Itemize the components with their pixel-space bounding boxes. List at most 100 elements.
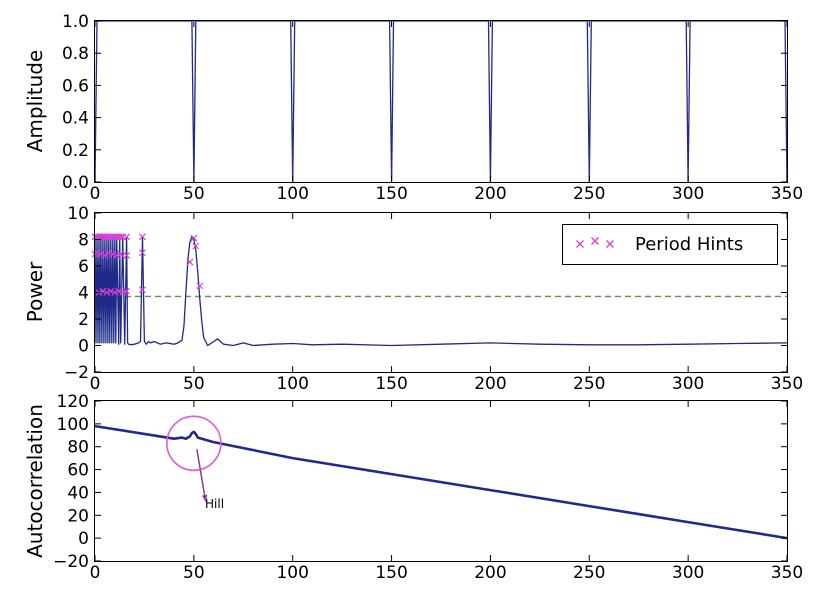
autocorrelation-x-ticks: 0 50 100 150 200 250 300 350 [90,401,803,583]
x-tick-label: 200 [474,563,506,583]
x-tick-label: 0 [90,374,101,394]
x-tick-label: 100 [276,184,308,204]
period-hint-marker [123,287,131,295]
y-tick-label: 120 [57,392,89,412]
x-tick-label: 150 [375,374,407,394]
y-tick-label: 8 [78,231,89,251]
y-tick-label: 1.0 [62,12,89,32]
hill-annotation: Hill [166,415,224,511]
period-hint-marker [109,250,117,258]
period-hint-marker [139,249,146,257]
y-tick-label: 0 [78,529,89,549]
y-tick-label: −20 [53,552,89,572]
y-tick-label: 100 [57,415,89,435]
period-hint-marker [196,282,204,290]
power-frame [94,212,788,373]
period-hint-marker [190,234,198,242]
legend-marker-x [576,240,584,248]
x-tick-label: 350 [771,563,803,583]
autocorrelation-frame [94,400,788,562]
period-hint-marker [117,250,125,258]
y-tick-label: 80 [67,438,89,458]
x-tick-label: 50 [183,563,205,583]
x-tick-label: 150 [375,563,407,583]
power-y-ticks: −2 0 2 4 6 8 10 [64,204,787,383]
y-tick-label: 0.4 [62,109,89,129]
legend-marker-x [591,237,599,245]
power-x-ticks: 0 50 100 150 200 250 300 350 [90,213,803,394]
y-tick-label: 60 [67,461,89,481]
period-hint-marker [107,287,115,295]
y-tick-label: 0.6 [62,76,89,96]
x-tick-label: 250 [573,184,605,204]
period-hint-marker [139,286,146,294]
amplitude-x-ticks: 0 50 100 150 200 250 300 350 [90,21,803,204]
amplitude-frame [94,20,788,183]
highlight-circle [166,415,222,472]
series-line [94,20,788,183]
amplitude-panel: 0.0 0.2 0.4 0.6 0.8 1.0 0 50 100 150 200 250 300 350… [23,12,803,204]
annotation-arrowhead [201,494,208,502]
power-y-axis-label: Power [23,261,47,322]
legend-marker-x [606,240,614,248]
y-tick-label: −2 [64,363,89,383]
annotation-text: Hill [205,497,224,511]
period-hint-marker [117,233,125,241]
period-hint-marker [105,249,113,257]
period-hint-marker [111,289,119,296]
y-tick-label: 2 [78,310,89,330]
y-tick-label: 20 [67,506,89,526]
x-tick-label: 300 [672,563,704,583]
x-tick-label: 100 [276,563,308,583]
x-tick-label: 150 [375,184,407,204]
amplitude-y-axis-label: Amplitude [23,50,47,153]
power-legend: Period Hints [562,224,778,265]
legend-label: Period Hints [635,234,743,255]
amplitude-plot-area [94,20,788,183]
x-tick-label: 250 [573,563,605,583]
x-tick-label: 50 [183,184,205,204]
x-tick-label: 300 [672,184,704,204]
annotation-arrow [196,449,207,502]
x-tick-label: 350 [771,374,803,394]
x-tick-label: 200 [474,374,506,394]
x-tick-label: 0 [90,184,101,204]
legend-marker [576,237,614,248]
period-hint-marker [103,289,111,296]
y-tick-label: 0 [78,337,89,357]
period-hint-marker [139,233,146,241]
y-tick-label: 0.8 [62,44,89,64]
x-tick-label: 300 [672,374,704,394]
period-hint-marker [101,251,109,259]
period-hint-marker [123,233,131,241]
x-tick-label: 0 [90,563,101,583]
period-hint-marker [186,258,194,266]
period-hint-marker [192,242,200,250]
x-tick-label: 350 [771,184,803,204]
series-line [94,236,788,347]
y-tick-label: 10 [67,204,89,224]
amplitude-y-ticks: 0.0 0.2 0.4 0.6 0.8 1.0 [62,12,787,193]
x-tick-label: 200 [474,184,506,204]
x-tick-label: 250 [573,374,605,394]
autocorrelation-y-axis-label: Autocorrelation [23,404,47,558]
y-tick-label: 0.2 [62,141,89,161]
autocorrelation-plot-area [94,424,788,540]
power-plot-area [91,233,788,347]
y-tick-label: 0.0 [62,173,89,193]
period-hint-marker [99,287,107,295]
y-tick-label: 4 [78,284,89,304]
x-tick-label: 50 [183,374,205,394]
period-hint-marker [123,251,131,259]
period-hint-marker [97,250,105,258]
y-tick-label: 40 [67,483,89,503]
period-hint-marker [119,289,127,296]
period-hint-marker [115,287,123,295]
series-line [94,424,788,540]
period-hint-marker [113,251,121,259]
x-tick-label: 100 [276,374,308,394]
